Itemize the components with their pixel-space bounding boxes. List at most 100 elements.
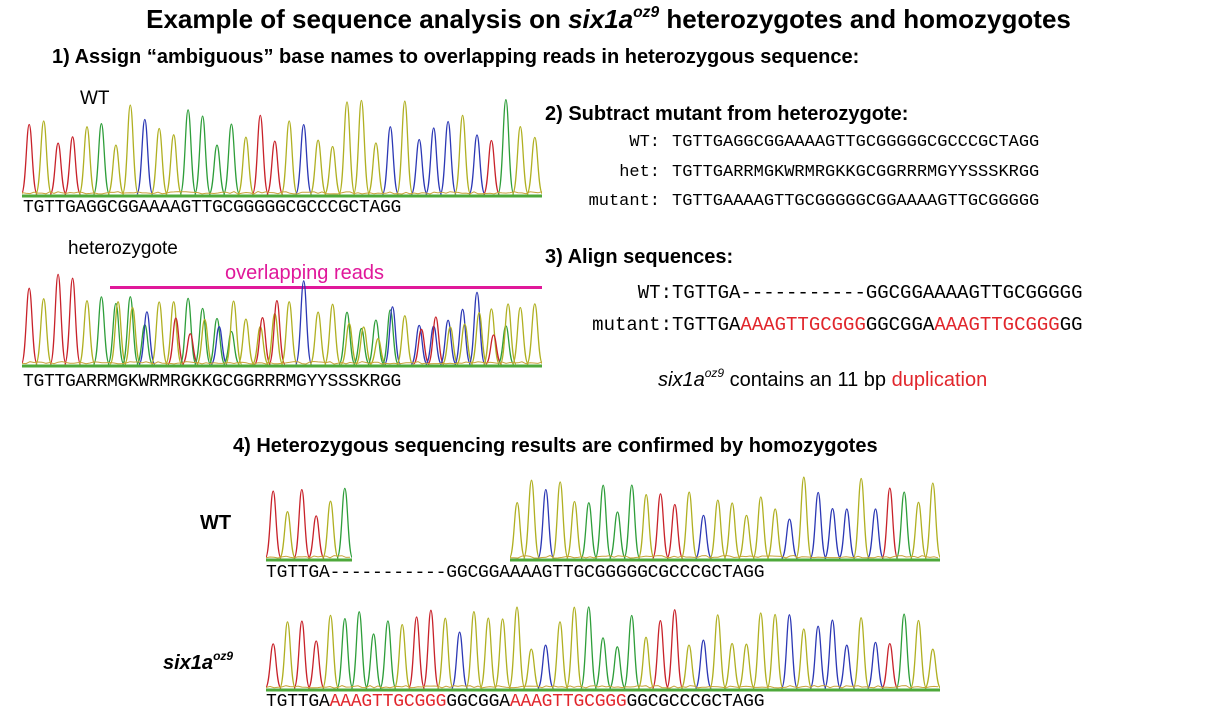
trace-peak xyxy=(92,296,111,365)
page-title: Example of sequence analysis on six1aoz9… xyxy=(146,3,1071,34)
trace-peak xyxy=(451,631,469,689)
trace-peak xyxy=(479,617,497,689)
trace-peak xyxy=(293,488,311,559)
het-trace-label: heterozygote xyxy=(68,238,178,259)
trace-peak xyxy=(165,301,183,365)
trace-peak xyxy=(924,648,940,689)
trace-peak xyxy=(470,312,488,365)
trace-peak xyxy=(651,493,670,559)
trace-peak xyxy=(422,609,440,689)
trace-peak xyxy=(323,145,342,195)
step4-wt-seq-a: TGTTGA xyxy=(266,563,330,583)
trace-peak xyxy=(526,136,542,195)
trace-peak xyxy=(225,300,243,365)
trace-peak xyxy=(167,317,185,365)
trace-peak xyxy=(637,494,655,559)
trace-peak xyxy=(780,614,798,689)
step3-wt-label: WT: xyxy=(637,282,672,304)
trace-peak xyxy=(321,614,340,689)
step4-mut-seq-b: GGCGGA xyxy=(446,692,510,712)
note-gene: six1a xyxy=(658,369,705,391)
trace-peak xyxy=(838,644,856,689)
step4-wt-chromatogram-right xyxy=(510,466,940,562)
trace-peak xyxy=(439,319,457,365)
trace-peak xyxy=(307,640,325,689)
step2-wt-sequence: TGTTGAGGCGGAAAAGTTGCGGGGGCGCCCGCTAGG xyxy=(672,133,1040,152)
het-chromatogram xyxy=(22,262,542,368)
trace-baseline xyxy=(266,684,939,689)
trace-peak xyxy=(482,139,501,195)
trace-peak xyxy=(623,614,641,689)
trace-peak xyxy=(92,123,111,195)
step4-mut-seq-a: TGTTGA xyxy=(266,692,330,712)
trace-peak xyxy=(138,311,156,365)
trace-peak xyxy=(63,136,82,195)
trace-peak xyxy=(338,311,356,365)
trace-peak xyxy=(381,126,399,195)
trace-peak xyxy=(499,303,517,365)
trace-peak xyxy=(522,648,540,689)
trace-peak xyxy=(594,637,612,689)
trace-peak xyxy=(580,502,598,559)
trace-peak xyxy=(49,273,67,365)
trace-peak xyxy=(852,617,870,689)
trace-peak xyxy=(208,144,226,195)
step4-mutant-label: six1aoz9 xyxy=(163,650,233,675)
trace-peak xyxy=(608,511,627,559)
trace-peak xyxy=(752,496,770,559)
step3-mut-dup2: AAAGTTGCGGG xyxy=(934,314,1060,336)
trace-peak xyxy=(78,126,96,195)
trace-peak xyxy=(924,482,940,559)
trace-peak xyxy=(482,308,501,365)
trace-peak xyxy=(511,306,529,365)
trace-peak xyxy=(439,120,457,195)
trace-peak xyxy=(551,481,569,559)
trace-peak xyxy=(222,123,241,195)
trace-peak xyxy=(510,502,526,559)
trace-peak xyxy=(436,617,454,689)
trace-peak xyxy=(323,303,342,365)
trace-peak xyxy=(494,618,512,689)
trace-peak xyxy=(367,142,385,195)
trace-peak xyxy=(193,115,212,195)
trace-peak xyxy=(737,514,756,559)
trace-peak xyxy=(456,323,474,365)
trace-peak xyxy=(49,142,67,195)
trace-peak xyxy=(909,619,928,689)
trace-peak xyxy=(321,500,340,559)
step2-wt-label: WT: xyxy=(629,133,660,152)
trace-peak xyxy=(307,515,325,559)
trace-baseline xyxy=(22,360,542,365)
step3-wt-gap: ----------- xyxy=(740,282,866,304)
trace-peak xyxy=(680,644,698,689)
trace-peak xyxy=(237,318,255,365)
step3-heading: 3) Align sequences: xyxy=(545,246,734,268)
trace-peak xyxy=(537,644,555,689)
step3-mut-seq-a: TGTTGA xyxy=(672,314,741,336)
step3-mut-dup1: AAAGTTGCGGG xyxy=(740,314,866,336)
trace-peak xyxy=(766,508,784,559)
overlapping-reads-label: overlapping reads xyxy=(225,262,384,284)
step1-heading: 1) Assign “ambiguous” base names to over… xyxy=(52,46,860,68)
trace-peak xyxy=(623,484,641,559)
step3-wt-row: WT:TGTTGA-----------GGCGGAAAAGTTGCGGGGG xyxy=(560,282,1083,304)
trace-peak xyxy=(909,501,928,559)
trace-peak xyxy=(823,619,841,689)
trace-peak xyxy=(107,144,125,195)
trace-peak xyxy=(150,301,168,365)
trace-peak xyxy=(109,301,127,365)
trace-peak xyxy=(369,338,387,365)
trace-peak xyxy=(408,616,426,689)
trace-peak xyxy=(278,511,297,559)
note-duplication: duplication xyxy=(891,369,988,391)
trace-peak xyxy=(336,617,354,689)
step3-wt-seq-a: TGTTGA xyxy=(672,282,741,304)
step2-mutant-sequence: TGTTGAAAAGTTGCGGGGGCGGAAAAGTTGCGGGGG xyxy=(672,192,1040,211)
trace-peak xyxy=(752,612,770,689)
trace-peak xyxy=(121,296,139,365)
trace-peak xyxy=(666,609,684,689)
trace-peak xyxy=(352,327,371,365)
step2-heading: 2) Subtract mutant from heterozygote: xyxy=(545,103,909,125)
trace-peak xyxy=(465,611,483,689)
trace-peak xyxy=(278,621,297,689)
